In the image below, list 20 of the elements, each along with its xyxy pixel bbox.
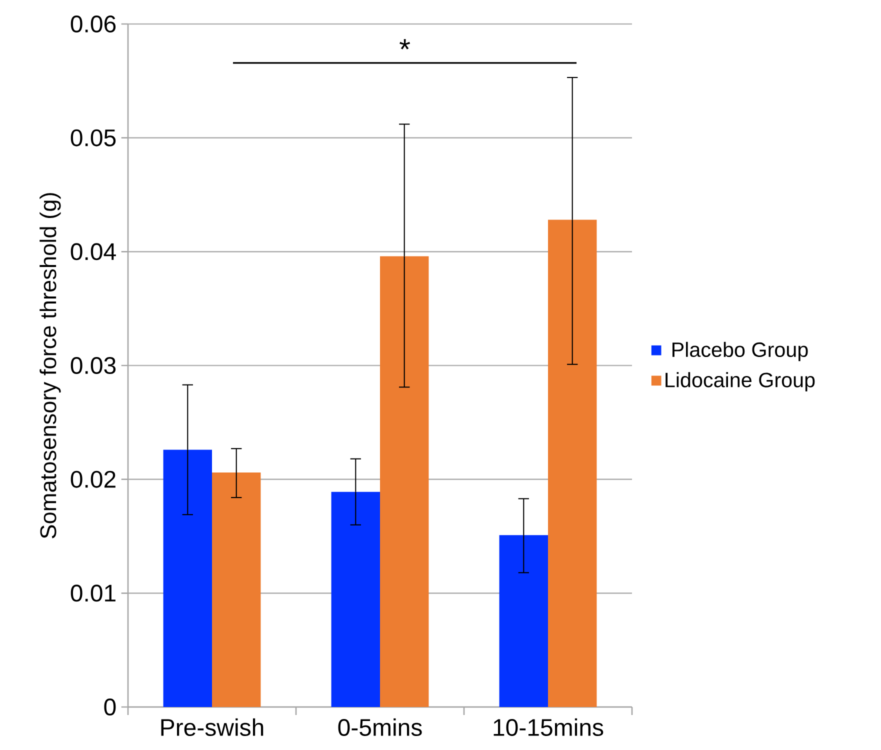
legend-label: Placebo Group — [672, 342, 808, 362]
y-tick-label: 0.05 — [70, 129, 116, 146]
y-tick-label: 0.04 — [70, 243, 116, 260]
y-tick-label: 0.02 — [70, 470, 116, 488]
annotation: * — [400, 39, 410, 50]
bar — [331, 492, 380, 707]
bar — [548, 220, 597, 707]
legend-label: Lidocaine Group — [666, 372, 815, 392]
x-tick-label: 0-5mins — [338, 718, 422, 736]
bar — [163, 450, 212, 707]
y-tick-label: 0 — [104, 698, 116, 716]
x-tick-label: Pre-swish — [161, 718, 264, 736]
x-tick-label: 10-15mins — [494, 718, 604, 736]
y-tick-label: 0.03 — [70, 356, 116, 374]
y-tick-label: 0.06 — [70, 15, 116, 32]
y-axis-title: Somatosensory force threshold (g) — [40, 193, 61, 538]
y-tick-label: 0.01 — [70, 584, 116, 602]
bar — [212, 472, 261, 707]
bar — [380, 256, 429, 707]
bar — [499, 535, 548, 707]
